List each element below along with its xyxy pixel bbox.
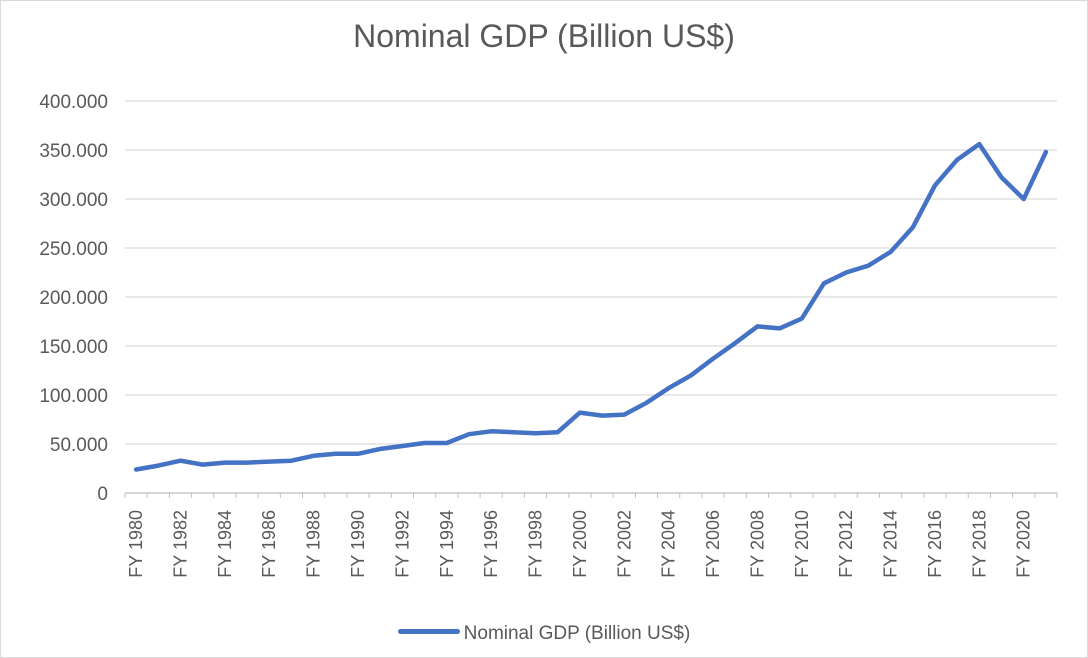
- y-tick-label: 250.000: [39, 239, 108, 260]
- x-tick-label: FY 2002: [614, 510, 634, 578]
- x-tick-label: FY 1996: [481, 510, 501, 578]
- y-tick-label: 350.000: [39, 141, 108, 162]
- x-axis-ticks: FY 1980 FY 1982 FY 1984 FY 1986 FY 1988 FY 19…: [124, 493, 1058, 578]
- y-tick-label: 300.000: [39, 190, 108, 211]
- y-axis-ticks: 0 50.000 100.000 150.000 200.000 250.000 300.0…: [39, 92, 108, 505]
- x-tick-label: FY 2014: [881, 510, 901, 578]
- y-tick-label: 200.000: [39, 288, 108, 309]
- x-tick-label: FY 1986: [259, 510, 279, 578]
- x-tick-label: FY 1992: [392, 510, 412, 578]
- x-tick-label: FY 1984: [215, 510, 235, 578]
- y-tick-label: 0: [97, 484, 108, 505]
- chart-title: Nominal GDP (Billion US$): [353, 18, 735, 54]
- y-tick-label: 400.000: [39, 92, 108, 113]
- x-tick-label: FY 1988: [304, 510, 324, 578]
- x-tick-label: FY 2012: [836, 510, 856, 578]
- x-tick-label: FY 2006: [703, 510, 723, 578]
- legend: Nominal GDP (Billion US$): [0, 623, 1088, 645]
- x-tick-label: FY 2000: [570, 510, 590, 578]
- x-tick-label: FY 2016: [925, 510, 945, 578]
- x-tick-label: FY 1994: [437, 510, 457, 578]
- x-tick-label: FY 2004: [659, 510, 679, 578]
- series-line: [133, 141, 1049, 472]
- x-tick-label: FY 2018: [969, 510, 989, 578]
- y-tick-label: 50.000: [50, 435, 108, 456]
- x-tick-label: FY 2010: [792, 510, 812, 578]
- x-tick-label: FY 1982: [170, 510, 190, 578]
- x-tick-label: FY 1980: [126, 510, 146, 578]
- legend-swatch: [397, 629, 460, 635]
- x-tick-label: FY 1998: [526, 510, 546, 578]
- gridlines: [125, 100, 1057, 494]
- x-tick-label: FY 2020: [1014, 510, 1034, 578]
- x-tick-label: FY 2008: [747, 510, 767, 578]
- legend-label: Nominal GDP (Billion US$): [463, 623, 691, 644]
- y-tick-label: 150.000: [39, 337, 108, 358]
- series-group: [133, 141, 1049, 472]
- x-tick-label: FY 1990: [348, 510, 368, 578]
- y-tick-label: 100.000: [39, 386, 108, 407]
